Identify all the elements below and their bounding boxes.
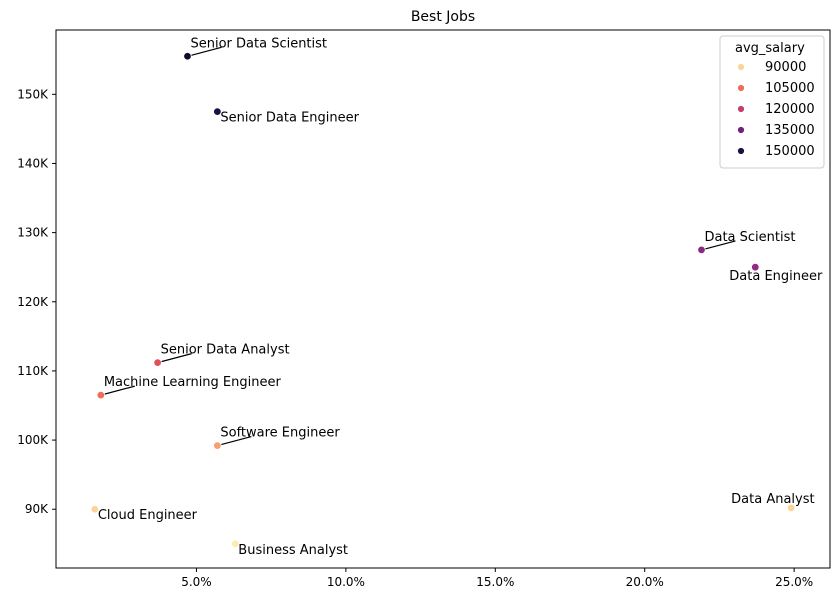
legend-label: 120000 [765,102,815,117]
annotation-arrow [100,385,135,396]
point-label: Senior Data Engineer [220,111,359,126]
x-tick-label: 15.0% [476,575,514,589]
x-tick-label: 20.0% [626,575,664,589]
legend-marker [737,147,745,155]
data-point [786,503,796,513]
y-tick-label: 140K [17,156,49,170]
plot-area: Senior Data Scientist Senior Data Enginee… [90,36,823,558]
chart-title: Best Jobs [411,9,475,25]
y-tick-label: 110K [17,364,49,378]
legend-marker [737,63,745,71]
data-point [697,245,706,255]
annotation-arrow [217,436,252,447]
legend-label: 105000 [765,81,815,96]
point-label: Senior Data Analyst [161,343,290,358]
x-axis: 5.0% 10.0% 15.0% 20.0% 25.0% [181,568,813,589]
legend-label: 150000 [765,144,815,159]
data-point [213,107,222,116]
point-label: Cloud Engineer [98,508,198,523]
legend-marker [737,84,745,92]
point-label: Software Engineer [220,426,340,441]
legend: avg_salary 90000 105000 120000 135000 150000 [719,35,825,169]
y-tick-label: 100K [17,433,49,447]
legend-marker [737,105,745,113]
y-tick-label: 120K [17,295,49,309]
annotation-arrow [157,353,192,364]
x-tick-label: 10.0% [327,575,365,589]
data-point [183,52,192,61]
point-label: Machine Learning Engineer [104,375,282,390]
legend-box [719,35,825,169]
data-point [231,539,240,548]
data-point [90,505,100,514]
point-label: Data Scientist [704,230,795,245]
annotation-arrow [187,46,222,57]
legend-label: 90000 [765,60,806,75]
legend-label: 135000 [765,123,815,138]
data-point [96,390,106,400]
y-tick-label: 90K [25,502,49,516]
legend-marker [737,126,745,134]
legend-title: avg_salary [735,41,805,56]
data-point [213,441,222,450]
x-tick-label: 5.0% [181,575,212,589]
point-label: Senior Data Scientist [190,36,327,51]
plot-frame [55,29,831,569]
data-point [751,262,760,272]
point-label: Data Analyst [731,492,814,507]
y-tick-label: 150K [17,87,49,101]
x-tick-label: 25.0% [775,575,813,589]
y-axis: 90K 100K 110K 120K 130K 140K 150K [17,87,56,516]
point-label: Data Engineer [729,269,823,284]
annotation-arrow [701,240,736,251]
point-label: Business Analyst [238,543,348,558]
y-tick-label: 130K [17,226,49,240]
data-point [153,358,162,367]
